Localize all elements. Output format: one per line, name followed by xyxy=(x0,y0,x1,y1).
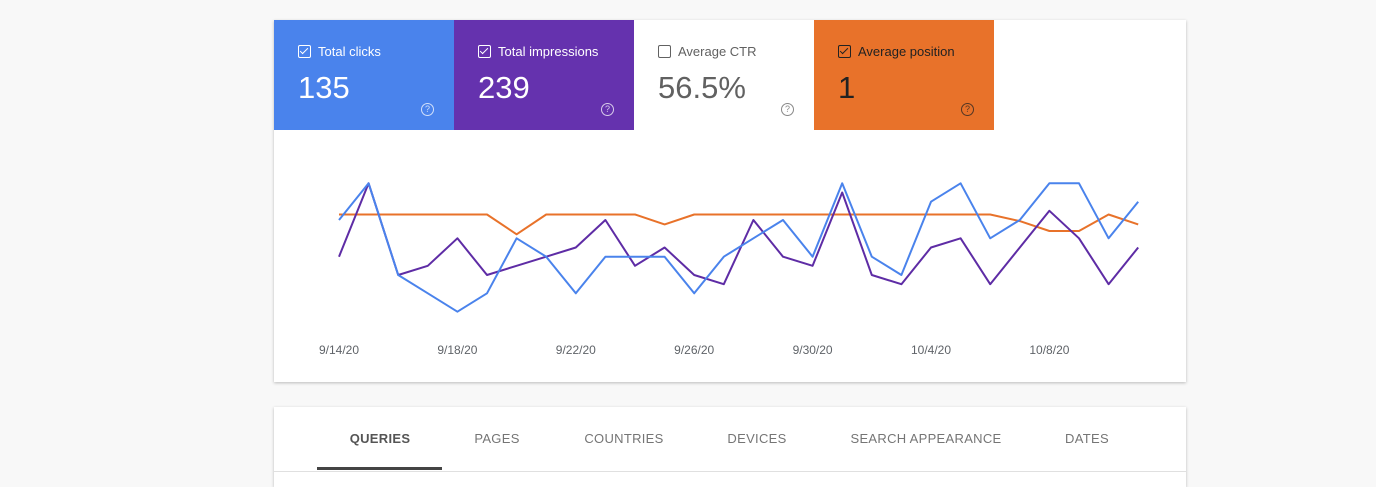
checkbox xyxy=(658,45,671,58)
help-icon: ? xyxy=(601,103,614,116)
metric-name: Average CTR xyxy=(678,44,757,59)
line-series xyxy=(338,182,1139,313)
page: {"metrics": [ {"label": "Total clicks", … xyxy=(0,0,1376,475)
tab[interactable]: DEVICES xyxy=(727,431,787,446)
metric-tile[interactable]: Total clicks 135? xyxy=(274,20,454,130)
help-icon: ? xyxy=(961,103,974,116)
line-series xyxy=(338,182,1139,286)
active-tab-underline xyxy=(317,467,442,470)
metric-name: Total impressions xyxy=(498,44,599,59)
metric-label: Total clicks xyxy=(298,44,381,59)
metric-label: Average CTR xyxy=(658,44,757,59)
checkbox xyxy=(298,45,311,58)
tab[interactable]: QUERIES xyxy=(349,431,411,446)
metric-tile[interactable]: Average position 1? xyxy=(814,20,994,130)
metric-label: Average position xyxy=(838,44,955,59)
x-tick-label: 9/26/20 xyxy=(674,343,714,357)
x-tick-label: 9/30/20 xyxy=(793,343,833,357)
metric-tile[interactable]: Total impressions 239? xyxy=(454,20,634,130)
tab[interactable]: SEARCH APPEARANCE xyxy=(850,431,1002,446)
help-icon: ? xyxy=(421,103,434,116)
line-series xyxy=(339,213,1139,236)
metric-tile[interactable]: Average CTR 56.5%? xyxy=(634,20,814,130)
help-icon: ? xyxy=(781,103,794,116)
x-tick-label: 10/8/20 xyxy=(1029,343,1069,357)
tab[interactable]: PAGES xyxy=(474,431,520,446)
chart: 9/14/20 9/18/20 9/22/20 9/26/20 9/30/20 10/4/… xyxy=(319,182,1139,357)
checkbox xyxy=(838,45,851,58)
tab[interactable]: DATES xyxy=(1065,431,1109,446)
metric-value: 239 xyxy=(478,70,530,105)
metric-name: Total clicks xyxy=(318,44,381,59)
metric-value: 56.5% xyxy=(658,70,746,105)
x-tick-label: 9/14/20 xyxy=(319,343,359,357)
metric-label: Total impressions xyxy=(478,44,598,59)
tab[interactable]: COUNTRIES xyxy=(584,431,664,446)
metric-value: 135 xyxy=(298,70,350,105)
checkbox xyxy=(478,45,491,58)
x-tick-label: 9/18/20 xyxy=(437,343,477,357)
metric-name: Average position xyxy=(858,44,955,59)
performance-card: 9/14/20 9/18/20 9/22/20 9/26/20 9/30/20 10/4/… xyxy=(274,20,1186,382)
x-tick-label: 10/4/20 xyxy=(911,343,951,357)
x-tick-label: 9/22/20 xyxy=(556,343,596,357)
tabs-card: QUERIES PAGES COUNTRIES DEVICES SEARCH APPEA… xyxy=(274,407,1186,487)
divider xyxy=(274,471,1186,472)
metric-value: 1 xyxy=(838,70,856,105)
